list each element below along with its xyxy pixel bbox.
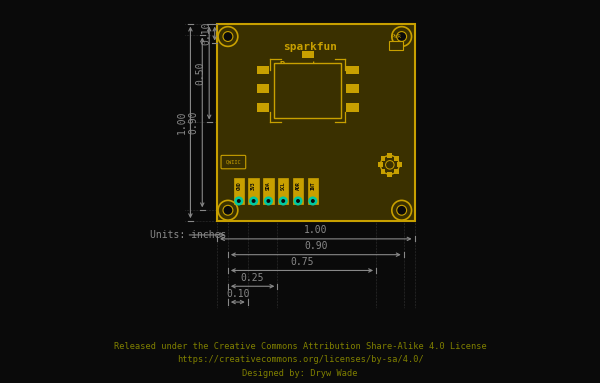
Text: 0.25: 0.25 xyxy=(241,273,265,283)
Bar xyxy=(233,178,244,205)
Text: LPS28DFW: LPS28DFW xyxy=(280,76,328,86)
Text: 0.10: 0.10 xyxy=(201,22,211,45)
Bar xyxy=(308,178,318,205)
Circle shape xyxy=(397,205,407,215)
Circle shape xyxy=(278,196,288,206)
Text: GND: GND xyxy=(236,181,241,190)
Circle shape xyxy=(308,196,317,206)
Bar xyxy=(217,24,415,221)
Bar xyxy=(263,178,274,205)
Circle shape xyxy=(237,199,241,203)
Bar xyxy=(274,63,341,118)
Bar xyxy=(248,178,259,205)
Bar xyxy=(388,153,392,158)
Text: Units: inches: Units: inches xyxy=(150,230,226,240)
Text: INT: INT xyxy=(310,181,316,190)
Bar xyxy=(257,103,269,111)
Bar xyxy=(381,156,385,160)
Bar xyxy=(378,162,383,167)
Text: sparkfun: sparkfun xyxy=(283,43,337,52)
Bar xyxy=(381,169,385,174)
Circle shape xyxy=(266,199,271,203)
Bar xyxy=(346,103,359,111)
Bar xyxy=(293,178,303,205)
Circle shape xyxy=(392,200,412,220)
Bar xyxy=(257,66,269,74)
Text: SCL: SCL xyxy=(281,181,286,190)
Circle shape xyxy=(249,196,258,206)
Circle shape xyxy=(392,27,412,46)
Bar xyxy=(388,172,392,177)
Circle shape xyxy=(380,155,400,174)
Text: 1.00: 1.00 xyxy=(177,111,187,134)
Circle shape xyxy=(223,205,233,215)
Circle shape xyxy=(397,31,407,41)
Circle shape xyxy=(251,199,256,203)
Circle shape xyxy=(281,199,285,203)
Bar xyxy=(394,169,399,174)
Circle shape xyxy=(296,199,300,203)
Text: Barometer: Barometer xyxy=(280,61,328,70)
Bar xyxy=(389,41,403,50)
Text: 0.50: 0.50 xyxy=(196,61,206,85)
Bar xyxy=(397,162,401,167)
Bar xyxy=(278,178,289,205)
Text: SDA: SDA xyxy=(266,181,271,190)
Text: 3V3: 3V3 xyxy=(251,181,256,190)
FancyBboxPatch shape xyxy=(221,155,246,169)
Text: QWIIC: QWIIC xyxy=(226,160,241,165)
Text: 0.75: 0.75 xyxy=(290,257,314,267)
Circle shape xyxy=(223,31,233,41)
Text: https://creativecommons.org/licenses/by-sa/4.0/: https://creativecommons.org/licenses/by-… xyxy=(176,355,424,364)
Text: Released under the Creative Commons Attribution Share-Alike 4.0 License: Released under the Creative Commons Attr… xyxy=(113,342,487,351)
Bar xyxy=(302,51,314,58)
Text: PWR: PWR xyxy=(392,34,401,39)
Circle shape xyxy=(264,196,273,206)
Circle shape xyxy=(386,160,394,169)
Circle shape xyxy=(218,200,238,220)
Bar xyxy=(257,85,269,93)
Text: 0.10: 0.10 xyxy=(226,288,250,298)
Text: ADR: ADR xyxy=(296,181,301,190)
Text: 1.00: 1.00 xyxy=(304,225,328,235)
Bar xyxy=(346,66,359,74)
Bar xyxy=(346,85,359,93)
Text: 0.90: 0.90 xyxy=(189,111,199,134)
Circle shape xyxy=(234,196,244,206)
Bar xyxy=(394,156,399,160)
Circle shape xyxy=(293,196,302,206)
Text: 0.90: 0.90 xyxy=(304,241,328,251)
Circle shape xyxy=(311,199,315,203)
Text: Designed by: Dryw Wade: Designed by: Dryw Wade xyxy=(242,369,358,378)
Circle shape xyxy=(218,27,238,46)
